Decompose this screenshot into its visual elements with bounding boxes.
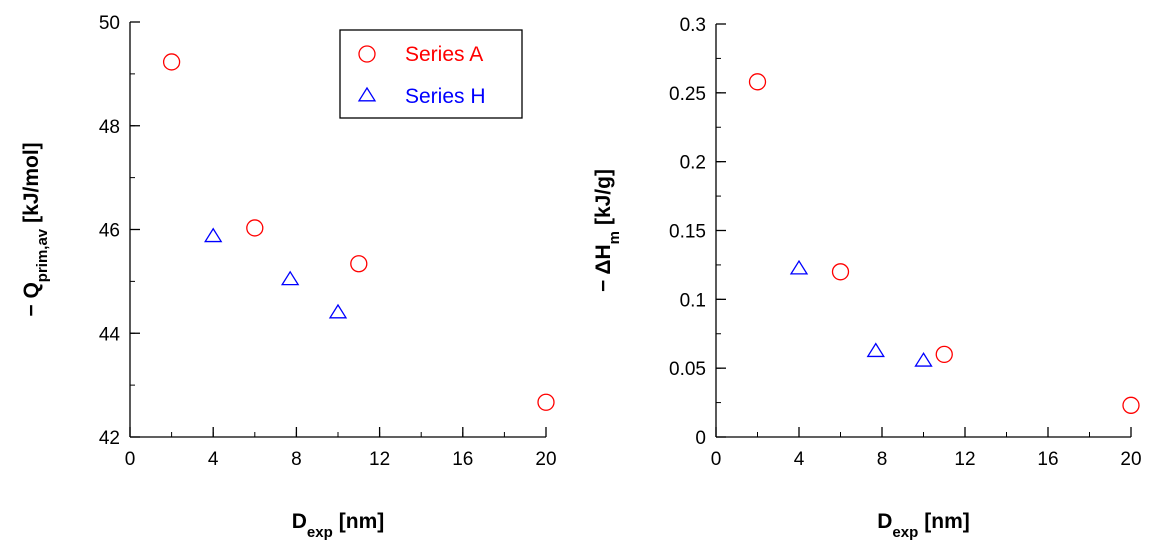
- legend-label: Series A: [405, 43, 483, 66]
- y-tick-label: 0.3: [680, 15, 706, 36]
- axis-label-main: − ΔH: [592, 244, 615, 292]
- marker-triangle: [357, 86, 377, 102]
- y-tick-label: 0.25: [669, 84, 706, 105]
- axis-label-unit: [nm]: [339, 510, 385, 533]
- axis-label: Dexp [nm]: [877, 510, 970, 541]
- y-tick-label: 0.2: [680, 153, 706, 174]
- marker-triangle: [204, 227, 223, 243]
- axis-label-sub: exp: [307, 524, 333, 541]
- x-tick-label: 4: [208, 449, 219, 470]
- x-tick-label: 16: [1037, 449, 1058, 470]
- marker-circle: [537, 393, 555, 411]
- axis-label-sub: m: [606, 231, 623, 244]
- y-tick-label: 0: [695, 428, 706, 449]
- y-tick-label: 44: [99, 324, 121, 345]
- x-tick-label: 8: [877, 449, 888, 470]
- x-tick-label: 12: [369, 449, 390, 470]
- marker-triangle: [789, 259, 809, 275]
- marker-circle: [358, 45, 376, 63]
- marker-circle: [748, 73, 767, 91]
- marker-circle: [831, 263, 850, 281]
- x-tick-label: 20: [535, 449, 556, 470]
- x-tick-label: 12: [954, 449, 975, 470]
- x-tick-label: 8: [291, 449, 302, 470]
- marker-circle: [1122, 396, 1140, 414]
- axis-label: − ΔHm [kJ/g]: [592, 169, 623, 292]
- axis-label: − Qprim,av [kJ/mol]: [20, 142, 51, 316]
- marker-triangle: [280, 270, 300, 286]
- marker-circle: [246, 219, 264, 237]
- axis-label-unit: [nm]: [924, 510, 970, 533]
- axis-label-sub: exp: [892, 524, 918, 541]
- y-tick-label: 0.05: [669, 359, 706, 380]
- y-tick-label: 46: [99, 221, 120, 242]
- marker-triangle: [866, 342, 885, 358]
- marker-triangle: [328, 303, 348, 319]
- y-tick-label: 0.1: [680, 290, 706, 311]
- x-tick-label: 0: [125, 449, 136, 470]
- y-tick-label: 0.15: [669, 222, 706, 243]
- legend-label: Series H: [405, 85, 486, 108]
- x-tick-label: 20: [1120, 449, 1141, 470]
- marker-triangle: [914, 352, 933, 367]
- x-tick-label: 4: [794, 449, 805, 470]
- marker-circle: [350, 255, 368, 273]
- x-tick-label: 0: [711, 449, 722, 470]
- marker-circle: [162, 53, 181, 71]
- axis-label: Dexp [nm]: [292, 510, 385, 541]
- y-tick-label: 42: [99, 428, 120, 449]
- axis-label-unit: [kJ/g]: [592, 169, 615, 225]
- marker-circle: [935, 345, 953, 364]
- axis-label-main: − Q: [20, 282, 43, 316]
- legend-box: [339, 29, 523, 119]
- axis-label-main: D: [292, 510, 307, 533]
- axis-label-main: D: [877, 510, 892, 533]
- y-tick-label: 48: [99, 117, 120, 138]
- axis-label-sub: prim,av: [34, 228, 51, 282]
- axis-label-unit: [kJ/mol]: [20, 142, 43, 223]
- x-tick-label: 16: [452, 449, 473, 470]
- y-tick-label: 50: [99, 13, 120, 34]
